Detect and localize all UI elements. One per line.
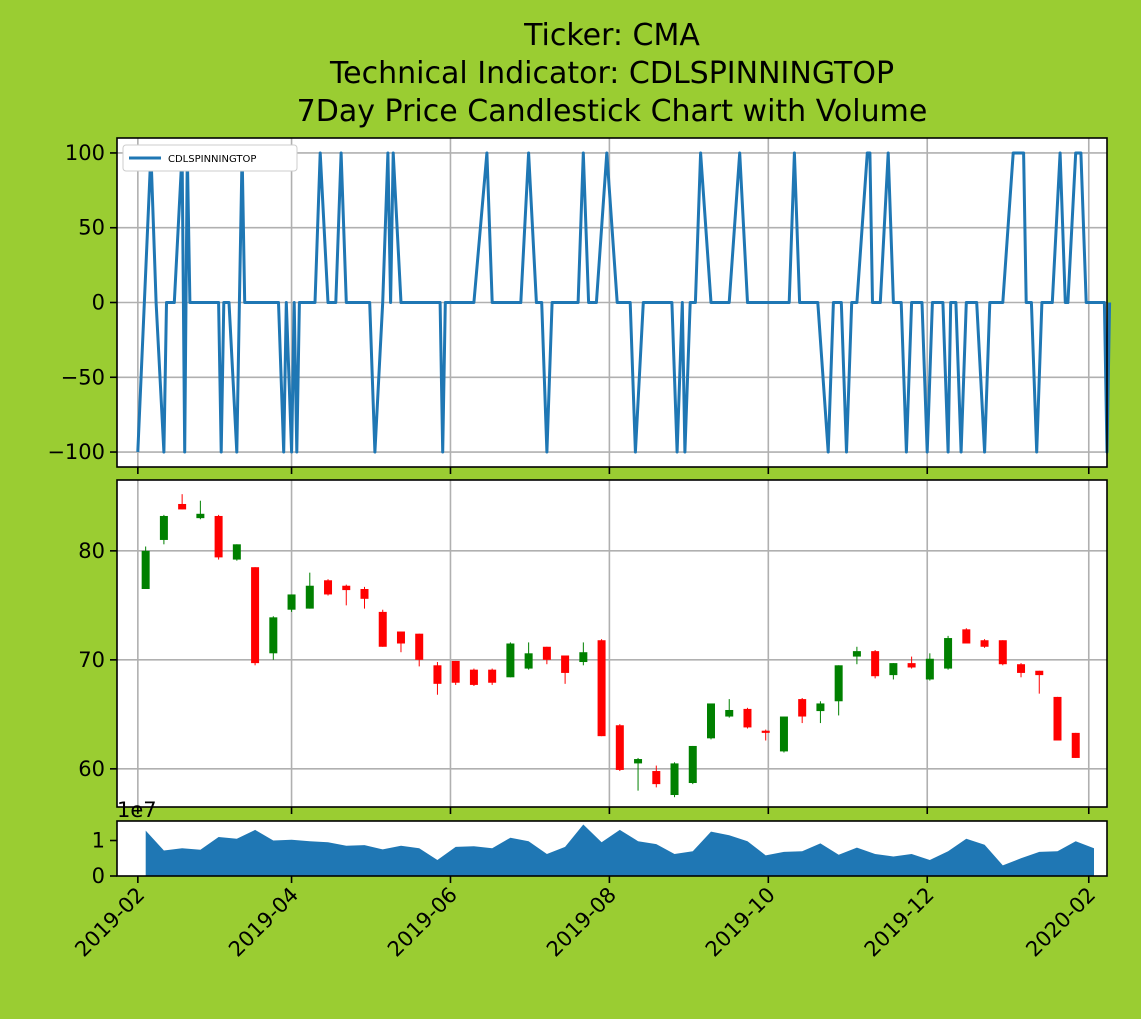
candle-body-43 [925, 658, 934, 680]
candle-body-9 [305, 585, 314, 609]
candle-body-25 [597, 640, 606, 737]
candle-body-38 [834, 665, 843, 702]
volume-panel: 1 0 1e7 [92, 798, 1108, 888]
candle-body-49 [1035, 670, 1044, 676]
title-line-3: 7Day Price Candlestick Chart with Volume [297, 94, 928, 129]
candle-body-28 [652, 771, 661, 785]
legend-box [122, 144, 298, 172]
candle-body-22 [542, 646, 551, 660]
indicator-ytick-label-2: 0 [92, 291, 105, 315]
candle-body-34 [761, 730, 770, 733]
indicator-ytick-label-4: −100 [47, 440, 105, 464]
candle-body-0 [141, 550, 150, 589]
price-plot-area [117, 480, 1107, 807]
volume-frame [116, 820, 1108, 877]
candle-body-2 [178, 503, 187, 510]
candle-body-14 [396, 631, 405, 644]
candle-body-40 [871, 651, 880, 677]
candle-body-46 [980, 640, 989, 647]
candle-body-19 [488, 669, 497, 683]
candle-body-8 [287, 594, 296, 610]
candle-body-27 [634, 759, 643, 764]
volume-offset-label: 1e7 [117, 798, 157, 822]
price-ytick-label-0: 80 [78, 539, 105, 563]
price-frame [116, 479, 1108, 808]
candle-body-32 [725, 709, 734, 717]
candle-body-23 [561, 655, 570, 673]
volume-area [145, 824, 1094, 876]
candle-body-50 [1053, 696, 1062, 741]
indicator-frame [116, 137, 1108, 468]
candle-body-45 [962, 629, 971, 644]
candle-body-11 [342, 585, 351, 591]
candle-body-47 [998, 640, 1007, 665]
legend-label: CDLSPINNINGTOP [168, 154, 256, 165]
legend: CDLSPINNINGTOP [122, 144, 298, 172]
title-line-1: Ticker: CMA [523, 18, 700, 53]
candle-body-15 [415, 633, 424, 660]
candle-body-26 [615, 725, 624, 770]
candle-body-20 [506, 643, 515, 678]
candle-body-12 [360, 589, 369, 599]
candle-body-16 [433, 665, 442, 684]
candle-body-37 [816, 703, 825, 712]
candle-body-24 [579, 652, 588, 663]
indicator-ytick-label-3: −50 [61, 365, 105, 389]
candle-body-30 [688, 745, 697, 784]
candle-body-6 [251, 567, 260, 664]
candle-body-3 [196, 513, 205, 519]
candle-body-33 [743, 708, 752, 728]
candle-body-7 [269, 617, 278, 654]
candle-body-21 [524, 653, 533, 669]
candle-body-17 [451, 660, 460, 683]
price-panel: 80 70 60 [78, 479, 1108, 814]
candle-body-41 [889, 663, 898, 676]
title-line-2: Technical Indicator: CDLSPINNINGTOP [329, 56, 894, 91]
indicator-ytick-label-1: 50 [78, 216, 105, 240]
candle-body-42 [907, 663, 916, 668]
volume-ytick-label-0: 1 [92, 829, 105, 853]
candle-body-29 [670, 763, 679, 796]
candle-body-39 [852, 651, 861, 657]
chart-title: Ticker: CMA Technical Indicator: CDLSPIN… [297, 18, 928, 129]
candle-body-10 [324, 580, 333, 595]
indicator-ytick-label-0: 100 [65, 141, 105, 165]
candle-body-18 [469, 669, 478, 685]
candle-body-31 [707, 703, 715, 739]
candle-body-4 [214, 515, 223, 558]
candle-body-13 [378, 611, 387, 647]
candle-body-36 [798, 699, 807, 717]
price-ytick-label-2: 60 [78, 757, 105, 781]
candle-body-1 [159, 515, 168, 540]
candle-body-35 [779, 716, 788, 752]
indicator-series-line [136, 151, 1112, 454]
candle-body-48 [1017, 664, 1026, 673]
candle-body-51 [1071, 732, 1080, 758]
candle-body-44 [944, 638, 953, 669]
candle-body-5 [232, 544, 241, 560]
indicator-panel: 100 50 0 −50 −100 CDLSPINNINGTOP [47, 137, 1112, 474]
volume-ytick-label-1: 0 [92, 864, 105, 888]
price-ytick-label-1: 70 [78, 648, 105, 672]
